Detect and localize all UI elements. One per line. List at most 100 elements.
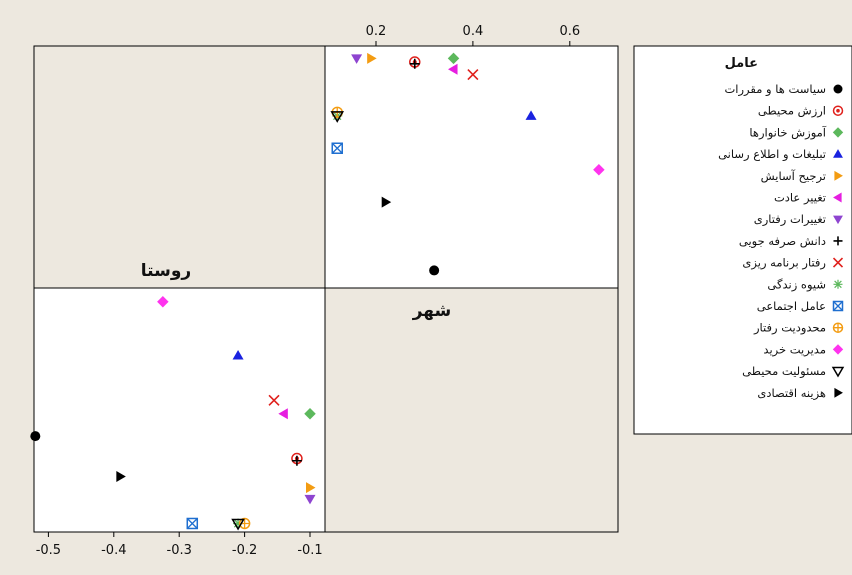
marker-shape	[232, 349, 244, 360]
city-point	[593, 164, 605, 176]
legend-entry-label: آموزش خانوارها	[749, 125, 826, 140]
legend-marker	[833, 215, 843, 225]
marker-shape	[231, 518, 245, 531]
marker-shape	[833, 192, 842, 203]
marker-shape	[833, 149, 843, 158]
marker-shape	[306, 482, 316, 494]
marker-shape	[831, 366, 845, 378]
marker-shape	[467, 69, 479, 81]
legend-entry-label: هزینه اقتصادی	[757, 386, 826, 401]
marker-shape	[278, 408, 288, 420]
rural-point	[233, 518, 244, 529]
legend-entry-label: تبلیغات و اطلاع رسانی	[718, 147, 826, 162]
marker-shape	[448, 63, 458, 75]
rural-point	[278, 408, 288, 420]
legend-marker	[833, 279, 843, 289]
rural-panel	[33, 287, 326, 533]
legend-entry-label: دانش صرفه جویی	[739, 234, 826, 249]
city-point	[367, 52, 377, 64]
top-axis-tick-label: 0.4	[463, 24, 484, 39]
city-panel	[324, 45, 619, 289]
marker-shape	[186, 518, 198, 529]
legend-marker	[834, 387, 843, 398]
marker-shape	[330, 111, 345, 123]
legend-marker	[831, 366, 845, 378]
rural-point	[291, 455, 302, 466]
marker-shape	[832, 105, 844, 116]
legend-marker	[832, 300, 844, 312]
rural-point	[30, 431, 41, 442]
marker-shape	[832, 300, 844, 312]
rural-point	[157, 295, 169, 308]
rural-point	[186, 517, 199, 530]
legend-entry-label: شیوه زندگی	[767, 277, 826, 292]
legend: عامل سیاست ها و مقررات ارزش محیطی آموزش خان…	[633, 45, 852, 435]
city-point	[330, 111, 345, 123]
marker-shape	[291, 455, 302, 466]
marker-shape	[593, 164, 605, 176]
legend-entry-label: رفتار برنامه ریزی	[742, 256, 826, 271]
marker-shape	[331, 142, 343, 154]
panel-label-rural: روستا	[141, 261, 191, 281]
marker-shape	[833, 301, 843, 311]
marker-shape	[186, 517, 199, 530]
bottom-axis-tick-label: -0.4	[101, 543, 126, 558]
rural-points-group	[30, 295, 316, 531]
city-point	[447, 52, 460, 65]
legend-entry-label: ارزش محیطی	[758, 104, 826, 119]
marker-shape	[367, 52, 377, 64]
marker-shape	[834, 170, 843, 181]
rural-point	[232, 349, 244, 360]
legend-entry-label: محدودیت رفتار	[753, 321, 826, 336]
marker-shape	[351, 54, 363, 64]
legend-marker	[833, 149, 843, 158]
marker-shape	[409, 58, 420, 69]
rural-point	[268, 394, 280, 406]
city-point	[448, 63, 458, 75]
legend-entry-label: ترجیح آسایش	[761, 169, 826, 184]
empty-panel-top-left	[33, 45, 326, 289]
top-axis-tick-label: 0.6	[559, 24, 580, 39]
rural-point	[304, 407, 316, 420]
rural-point	[304, 494, 316, 505]
bottom-axis-tick-label: -0.3	[167, 543, 192, 558]
marker-shape	[304, 494, 316, 505]
legend-entry-label: سیاست ها و مقررات	[724, 82, 826, 97]
legend-entry-label: مسئولیت محیطی	[742, 364, 826, 379]
marker-shape	[30, 431, 41, 442]
bottom-axis-tick-label: -0.1	[297, 543, 322, 558]
marker-shape	[116, 470, 126, 482]
marker-shape	[836, 108, 840, 113]
top-axis-tick-label: 0.2	[366, 24, 387, 39]
empty-panel-bottom-right	[324, 287, 619, 533]
city-point	[331, 142, 343, 154]
marker-shape	[833, 279, 843, 289]
marker-shape	[381, 196, 392, 208]
legend-entry-label: مدیریت خرید	[763, 342, 826, 357]
legend-entry-label: تغییر عادت	[774, 191, 826, 206]
marker-shape	[525, 110, 537, 120]
panel-label-city: شهر	[412, 301, 452, 321]
city-point	[467, 69, 479, 81]
legend-marker	[833, 236, 843, 246]
marker-shape	[157, 295, 169, 308]
city-point	[351, 54, 363, 64]
marker-shape	[832, 257, 844, 268]
marker-shape	[833, 215, 843, 225]
marker-shape	[834, 387, 843, 398]
city-point	[409, 58, 420, 69]
marker-shape	[833, 323, 843, 333]
marker-shape	[331, 142, 343, 154]
city-point	[525, 110, 537, 120]
legend-title: عامل	[725, 56, 758, 71]
marker-shape	[833, 84, 843, 94]
marker-shape	[304, 407, 316, 420]
legend-marker	[832, 322, 844, 333]
marker-shape	[268, 394, 280, 406]
bottom-axis-tick-label: -0.2	[232, 543, 257, 558]
city-point	[381, 196, 392, 208]
marker-shape	[429, 265, 440, 276]
rural-point	[306, 482, 316, 494]
marker-shape	[447, 52, 460, 65]
city-points-group	[330, 52, 605, 276]
